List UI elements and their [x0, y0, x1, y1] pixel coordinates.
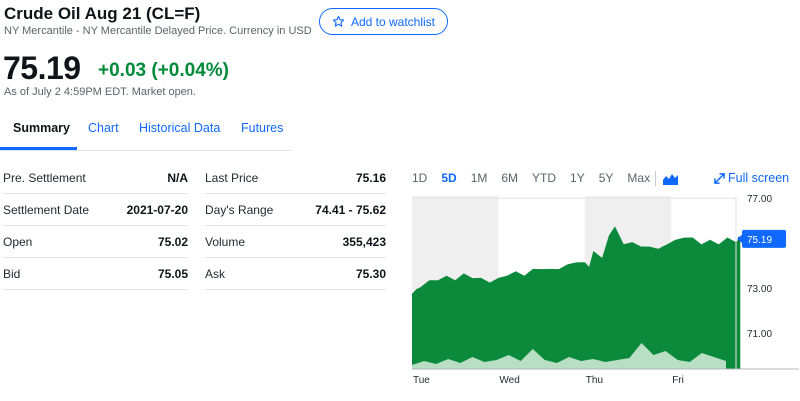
active-tab-indicator	[0, 147, 77, 150]
stat-label: Day's Range	[205, 202, 274, 217]
stat-value: 2021-07-20	[126, 202, 188, 217]
table-row: Day's Range 74.41 - 75.62	[205, 194, 386, 226]
stats-table-left: Pre. Settlement N/A Settlement Date 2021…	[3, 162, 188, 290]
range-selector: 1D 5D 1M 6M YTD 1Y 5Y Max	[412, 171, 650, 185]
price-change: +0.03 (+0.04%)	[98, 60, 229, 81]
stat-value: N/A	[167, 170, 188, 185]
add-to-watchlist-button[interactable]: Add to watchlist	[319, 8, 448, 35]
x-tick-label: Thu	[586, 375, 603, 386]
range-5y[interactable]: 5Y	[598, 171, 614, 185]
range-max[interactable]: Max	[627, 171, 651, 185]
stat-label: Volume	[205, 234, 246, 249]
stat-label: Pre. Settlement	[3, 170, 86, 185]
stat-label: Last Price	[205, 170, 259, 185]
tab-summary[interactable]: Summary	[13, 121, 70, 135]
x-tick-label: Tue	[413, 375, 430, 386]
stats-table-right: Last Price 75.16 Day's Range 74.41 - 75.…	[205, 162, 386, 290]
x-tick-label: Fri	[672, 375, 684, 386]
price-chart[interactable]: 77.00 73.00 71.00 Tue Wed Thu Fri 75.19	[406, 188, 800, 388]
current-price-label: 75.19	[747, 235, 772, 246]
page-title: Crude Oil Aug 21 (CL=F)	[4, 4, 201, 23]
table-row: Bid 75.05	[3, 258, 188, 290]
range-6m[interactable]: 6M	[501, 171, 519, 185]
toolbar-divider	[655, 171, 656, 186]
stat-value: 75.16	[355, 170, 386, 185]
tab-futures[interactable]: Futures	[241, 121, 284, 135]
current-price-tag	[742, 229, 786, 248]
stat-value: 355,423	[342, 234, 386, 249]
stat-label: Bid	[3, 266, 21, 281]
range-5d[interactable]: 5D	[441, 171, 457, 185]
full-screen-label: Full screen	[728, 171, 790, 185]
x-tick-label: Wed	[499, 375, 519, 386]
full-screen-button[interactable]: Full screen	[714, 171, 789, 185]
mountain-chart-icon[interactable]	[663, 172, 678, 185]
range-1y[interactable]: 1Y	[570, 171, 585, 185]
watchlist-label: Add to watchlist	[350, 14, 436, 29]
current-price: 75.19	[3, 50, 81, 86]
tab-historical-data[interactable]: Historical Data	[139, 121, 221, 135]
table-row: Last Price 75.16	[205, 162, 386, 194]
tab-chart[interactable]: Chart	[88, 121, 119, 135]
stat-label: Open	[3, 234, 33, 249]
expand-arrows-icon	[714, 172, 725, 184]
y-tick-label: 73.00	[747, 284, 772, 295]
range-1m[interactable]: 1M	[470, 171, 488, 185]
stat-value: 75.30	[355, 266, 386, 281]
current-price-tag-pointer	[737, 234, 742, 243]
exchange-subtitle: NY Mercantile - NY Mercantile Delayed Pr…	[4, 25, 312, 37]
y-tick-label: 71.00	[747, 329, 772, 340]
price-area	[412, 226, 741, 369]
table-row: Ask 75.30	[205, 258, 386, 290]
volume-area	[412, 343, 726, 369]
range-ytd[interactable]: YTD	[532, 171, 557, 185]
table-row: Pre. Settlement N/A	[3, 162, 188, 194]
as-of-timestamp: As of July 2 4:59PM EDT. Market open.	[4, 86, 196, 98]
quote-tabs: Summary Chart Historical Data Futures	[0, 113, 292, 151]
stat-value: 74.41 - 75.62	[315, 202, 386, 217]
star-icon	[332, 15, 345, 27]
stat-label: Ask	[205, 266, 226, 281]
table-row: Volume 355,423	[205, 226, 386, 258]
table-row: Settlement Date 2021-07-20	[3, 194, 188, 226]
y-tick-label: 77.00	[747, 194, 772, 205]
stat-value: 75.05	[157, 266, 188, 281]
stat-value: 75.02	[157, 234, 188, 249]
stat-label: Settlement Date	[3, 202, 90, 217]
range-1d[interactable]: 1D	[412, 171, 428, 185]
table-row: Open 75.02	[3, 226, 188, 258]
